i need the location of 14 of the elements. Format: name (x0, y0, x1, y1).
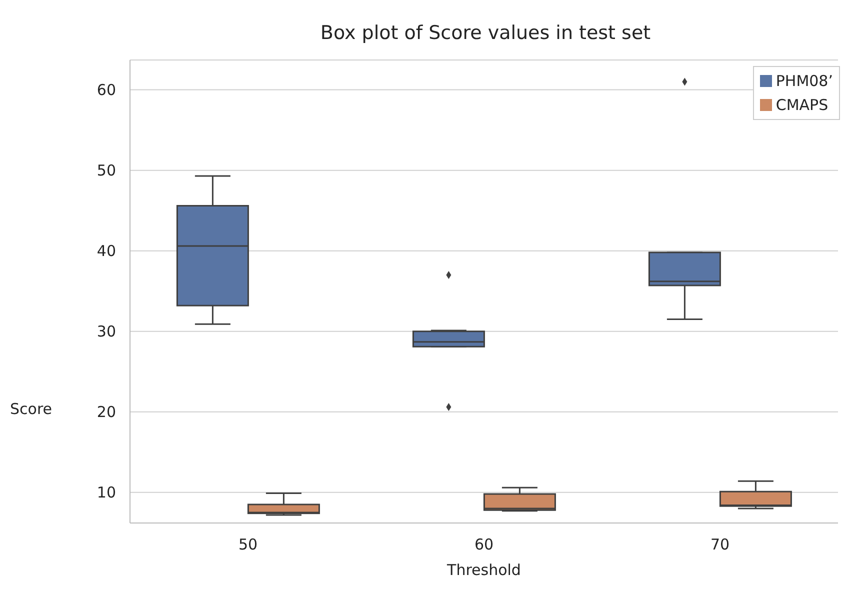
y-axis-title: Score (10, 400, 52, 418)
x-axis-title: Threshold (446, 561, 521, 579)
y-tick-label: 10 (96, 484, 116, 502)
chart-title: Box plot of Score values in test set (319, 22, 652, 44)
legend-label: PHM08’ (776, 71, 833, 92)
x-tick-label: 50 (238, 536, 258, 554)
y-tick-label: 40 (96, 242, 116, 260)
y-tick-label: 50 (96, 162, 116, 180)
x-tick-label: 60 (474, 536, 494, 554)
y-tick-label: 60 (96, 81, 116, 100)
legend-label: CMAPS (776, 95, 828, 116)
x-tick-label: 70 (710, 536, 730, 554)
y-tick-label: 20 (96, 403, 116, 422)
y-tick-label: 30 (96, 322, 116, 341)
